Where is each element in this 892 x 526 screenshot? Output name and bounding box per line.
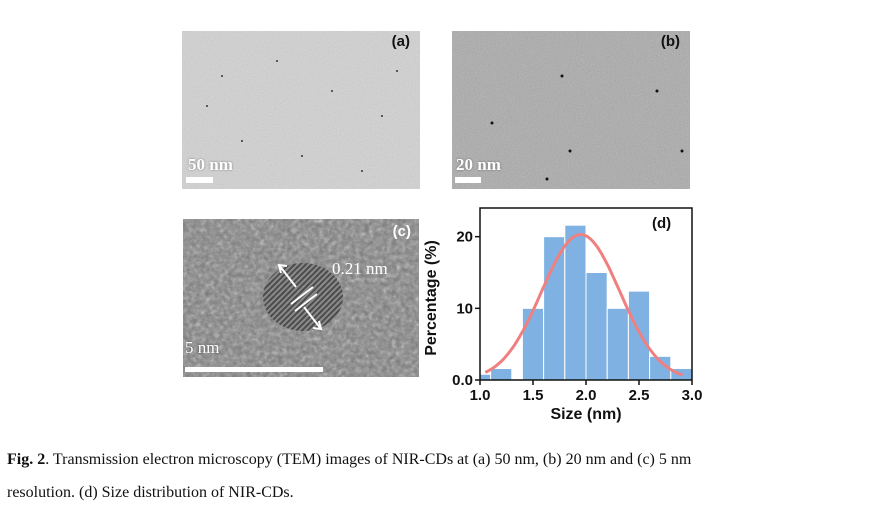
- y-tick-label-1: 10: [456, 300, 473, 317]
- x-axis-label: Size (nm): [550, 406, 621, 423]
- x-tick-label-2: 2.0: [576, 387, 597, 404]
- y-tick-label-2: 20: [456, 229, 473, 246]
- histogram-bar-6: [606, 307, 629, 381]
- caption-line-1: Fig. 2. Transmission electron microscopy…: [7, 443, 887, 476]
- x-tick-label-4: 3.0: [682, 387, 703, 404]
- histogram-bar-7: [627, 290, 651, 381]
- scale-label-a: 50 nm: [188, 155, 233, 174]
- hrtem-image-c: [183, 219, 419, 377]
- histogram-bar-2: [521, 307, 545, 381]
- histogram-bar-5: [585, 272, 608, 381]
- caption-text-1: . Transmission electron microscopy (TEM)…: [45, 451, 692, 468]
- lattice-spacing-label: 0.21 nm: [332, 259, 388, 278]
- caption-line-2: resolution. (d) Size distribution of NIR…: [7, 484, 294, 501]
- tem-image-a: [182, 31, 420, 189]
- tem-image-b: [452, 31, 690, 189]
- histogram-bar-1: [490, 368, 513, 381]
- panel-label-c: (c): [392, 223, 411, 240]
- panel-label-d: (d): [652, 215, 671, 232]
- hrtem-panel-c: (c) 0.21 nm 5 nm: [183, 219, 419, 377]
- scale-bar-b: [455, 177, 481, 183]
- histogram-bar-3: [543, 236, 566, 381]
- panel-label-b: (b): [660, 33, 680, 50]
- histogram-bar-4: [564, 224, 587, 381]
- size-distribution-chart: 1.0 1.5 2.0 2.5 3.0 0.0 10 20 (d) Size (nm) Per…: [423, 207, 703, 423]
- y-tick-label-0: 0.0: [452, 372, 473, 389]
- scale-label-b: 20 nm: [456, 155, 501, 174]
- tem-panel-a: (a) 50 nm: [182, 31, 420, 189]
- histogram-bar-0: [479, 373, 492, 381]
- figure-label: Fig. 2: [7, 451, 46, 468]
- scale-bar-a: [186, 177, 213, 183]
- tem-panel-b: (b) 20 nm: [452, 31, 690, 189]
- x-tick-label-0: 1.0: [470, 387, 491, 404]
- x-tick-label-3: 2.5: [629, 387, 650, 404]
- scale-bar-c: [185, 367, 323, 372]
- figure-caption: Fig. 2. Transmission electron microscopy…: [7, 443, 887, 509]
- scale-label-c: 5 nm: [185, 338, 220, 357]
- x-tick-label-1: 1.5: [523, 387, 544, 404]
- y-axis-label: Percentage (%): [423, 240, 440, 356]
- gaussian-fit-curve: [484, 232, 684, 377]
- panel-label-a: (a): [391, 33, 410, 50]
